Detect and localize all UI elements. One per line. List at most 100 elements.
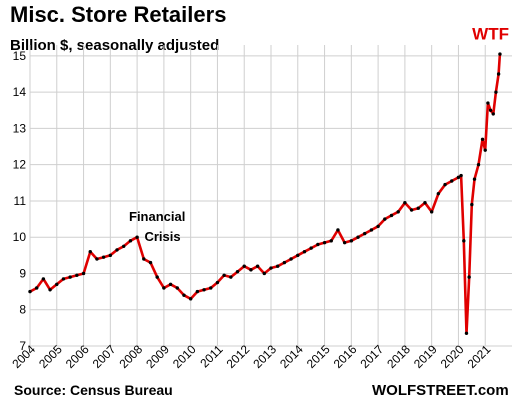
y-tick-label: 12 [13, 158, 27, 172]
data-point [175, 286, 179, 290]
data-point [202, 288, 206, 292]
y-tick-label: 7 [19, 339, 26, 353]
data-point [462, 239, 466, 243]
data-point [34, 286, 39, 290]
data-point [81, 271, 86, 276]
data-point [369, 228, 374, 232]
data-point [464, 331, 469, 336]
data-point [483, 148, 487, 152]
data-point [486, 101, 490, 105]
brand-label: WOLFSTREET.com [372, 382, 509, 399]
data-point [423, 201, 427, 205]
data-point [275, 264, 280, 268]
data-point [376, 224, 380, 229]
data-point [409, 208, 414, 212]
data-point [242, 264, 246, 268]
data-point [480, 137, 485, 141]
series-line [29, 54, 502, 335]
y-tick-label: 9 [19, 266, 26, 280]
data-point [476, 162, 481, 167]
data-point [135, 235, 139, 239]
data-point [342, 240, 347, 245]
data-point [142, 257, 146, 261]
y-tick-label: 13 [13, 121, 27, 135]
data-point [302, 250, 307, 254]
data-point [48, 288, 52, 292]
grid-lines [29, 45, 512, 347]
y-tick-label: 11 [14, 194, 27, 208]
data-point [209, 286, 213, 290]
data-point [496, 72, 501, 76]
data-point [41, 277, 46, 281]
data-point [168, 282, 173, 287]
data-point [28, 289, 32, 294]
data-point [128, 239, 133, 243]
data-point [269, 266, 273, 270]
data-point [336, 228, 340, 232]
data-point [403, 201, 407, 205]
data-point [255, 264, 260, 268]
data-point [148, 260, 153, 265]
y-axis: 7 8 9 10 11 12 13 14 15 [13, 49, 27, 353]
data-point [215, 280, 220, 285]
chart-annotation: WTF [472, 25, 509, 44]
y-tick-label: 10 [13, 230, 27, 244]
data-point [222, 273, 226, 277]
y-tick-label: 14 [13, 85, 27, 99]
data-point [195, 289, 200, 294]
data-point [182, 293, 186, 297]
chart-annotation: Financial [129, 209, 185, 224]
y-tick-label: 15 [13, 49, 27, 63]
data-point [188, 297, 193, 301]
source-note: Source: Census Bureau [14, 382, 173, 398]
data-point [101, 255, 106, 259]
data-point [416, 206, 420, 210]
data-point [470, 202, 474, 207]
data-point [389, 213, 394, 218]
data-point [443, 182, 447, 187]
data-point [329, 239, 333, 243]
data-point [282, 260, 287, 265]
data-point [108, 253, 113, 258]
data-point [115, 248, 119, 252]
data-point [456, 175, 461, 180]
data-point [459, 173, 463, 178]
data-point [235, 269, 240, 274]
data-point [122, 244, 126, 248]
data-point [488, 108, 493, 112]
data-point [262, 271, 267, 276]
data-point [356, 235, 360, 239]
data-point [55, 282, 59, 287]
data-point [498, 52, 502, 56]
annotations: Financial Crisis WTF [129, 25, 509, 244]
data-point [450, 179, 454, 183]
data-point [396, 210, 400, 214]
data-point [75, 273, 79, 277]
data-point [429, 210, 434, 214]
chart-title: Misc. Store Retailers [10, 2, 227, 27]
data-point [162, 286, 166, 290]
chart-subtitle: Billion $, seasonally adjusted [10, 37, 220, 54]
data-point [472, 177, 477, 181]
y-tick-label: 8 [19, 303, 26, 317]
data-point [296, 253, 300, 258]
data-point [316, 242, 320, 247]
data-point [491, 112, 495, 116]
data-point [289, 257, 293, 261]
data-point [436, 191, 441, 196]
data-point [68, 275, 72, 279]
data-point [349, 239, 354, 243]
data-point [88, 250, 92, 254]
data-point [61, 277, 66, 281]
data-point [383, 217, 387, 221]
data-point [249, 268, 253, 272]
data-point [95, 257, 99, 261]
data-point [363, 231, 367, 236]
chart-annotation: Crisis [144, 229, 180, 244]
data-point [309, 246, 313, 250]
data-point [494, 90, 498, 94]
series-layer [28, 52, 502, 336]
data-point [322, 240, 327, 245]
data-point [467, 275, 471, 279]
